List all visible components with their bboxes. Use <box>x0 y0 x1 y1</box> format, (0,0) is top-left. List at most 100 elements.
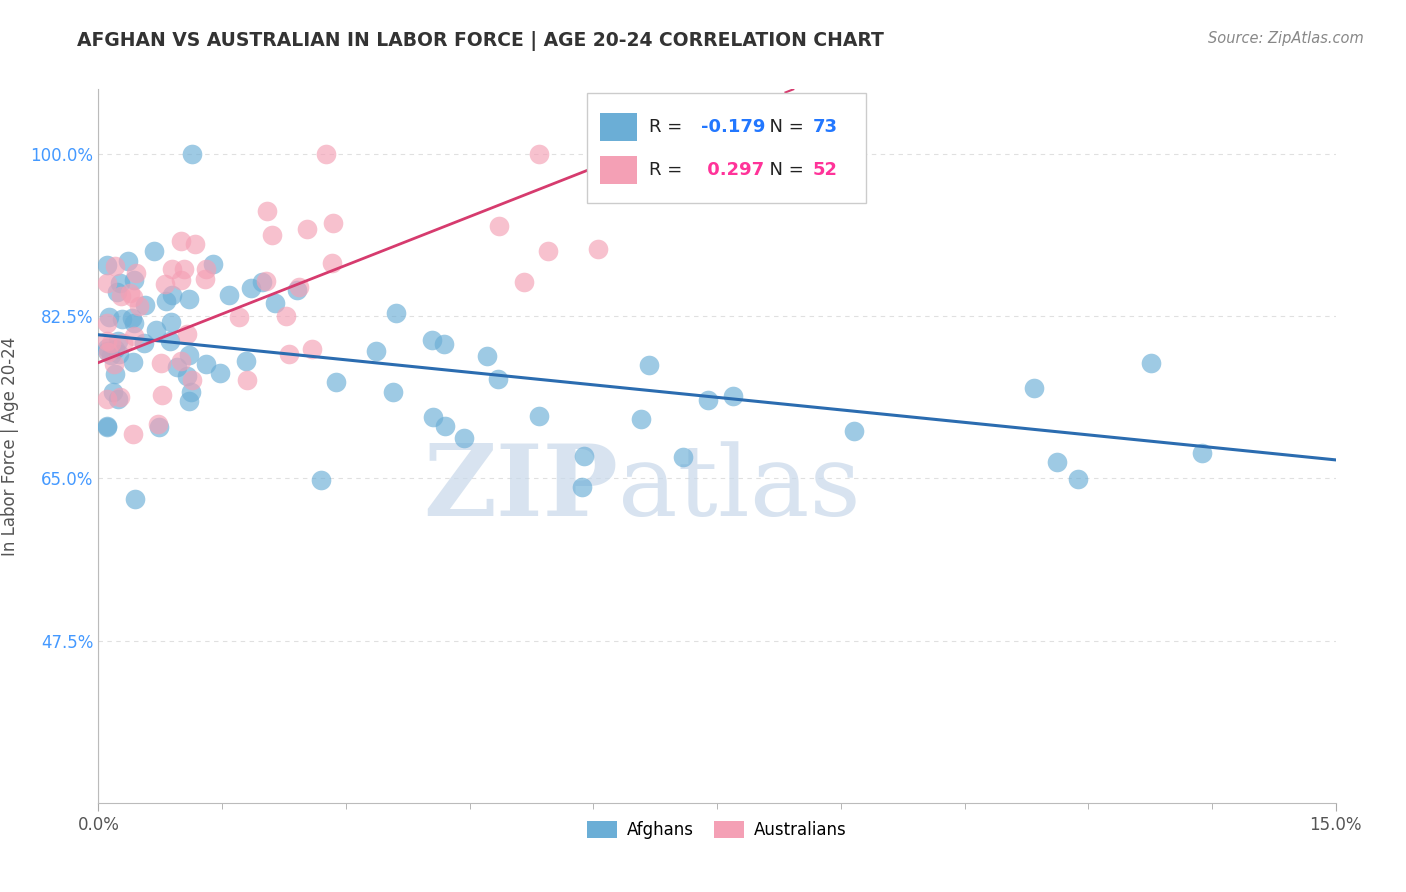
Point <box>132 336 155 351</box>
Point <box>277 346 299 360</box>
Point <box>633 160 655 174</box>
Point <box>256 203 278 218</box>
Point <box>194 262 217 277</box>
Point <box>128 299 150 313</box>
Point <box>117 254 139 268</box>
Point <box>166 359 188 374</box>
Point <box>159 334 181 349</box>
Point <box>488 219 510 233</box>
Point <box>100 336 122 351</box>
Point <box>110 289 132 303</box>
Point <box>148 419 170 434</box>
Point <box>295 222 318 236</box>
Point <box>96 276 118 290</box>
Point <box>1022 381 1045 395</box>
Point <box>422 410 444 425</box>
Text: -0.179: -0.179 <box>702 118 765 136</box>
Point <box>104 342 127 356</box>
Point <box>637 147 659 161</box>
Point <box>121 311 143 326</box>
Point <box>184 237 207 252</box>
Point <box>104 367 127 381</box>
Point <box>1139 355 1161 369</box>
Point <box>672 450 695 464</box>
Point <box>146 417 169 431</box>
Point <box>586 242 609 256</box>
Point <box>1067 472 1090 486</box>
Point <box>287 283 309 297</box>
Point <box>321 256 343 270</box>
Point <box>381 384 404 399</box>
Text: 52: 52 <box>813 161 838 178</box>
Point <box>121 289 143 303</box>
Point <box>696 392 718 407</box>
Point <box>103 384 125 399</box>
Point <box>385 306 408 320</box>
Point <box>236 373 259 387</box>
Point <box>173 262 195 277</box>
Point <box>107 347 129 361</box>
Text: R =: R = <box>650 118 688 136</box>
Point <box>105 285 128 299</box>
Point <box>235 353 257 368</box>
Point <box>103 357 125 371</box>
Point <box>420 333 443 347</box>
Point <box>96 392 118 407</box>
Point <box>125 266 148 280</box>
Point <box>194 357 217 371</box>
Point <box>322 216 344 230</box>
Text: 0.297: 0.297 <box>702 161 763 178</box>
Point <box>637 358 659 372</box>
Point <box>264 296 287 310</box>
Point <box>124 491 146 506</box>
Point <box>124 273 146 287</box>
Point <box>572 449 595 463</box>
Point <box>100 348 122 362</box>
Point <box>96 334 118 349</box>
Point <box>108 390 131 404</box>
Text: R =: R = <box>650 161 688 178</box>
Point <box>433 337 456 351</box>
Text: N =: N = <box>758 118 810 136</box>
Point <box>107 392 129 407</box>
Point <box>97 345 120 359</box>
Point <box>571 480 593 494</box>
Point <box>96 419 118 434</box>
Point <box>194 272 217 286</box>
Point <box>527 409 550 424</box>
Point <box>97 310 120 324</box>
Point <box>453 431 475 445</box>
Text: AFGHAN VS AUSTRALIAN IN LABOR FORCE | AGE 20-24 CORRELATION CHART: AFGHAN VS AUSTRALIAN IN LABOR FORCE | AG… <box>77 31 884 51</box>
Point <box>176 327 198 342</box>
Point <box>250 276 273 290</box>
Point <box>150 388 173 402</box>
Point <box>209 366 232 380</box>
Point <box>218 288 240 302</box>
Point <box>301 342 323 356</box>
FancyBboxPatch shape <box>599 155 637 184</box>
Point <box>120 286 142 301</box>
Point <box>239 281 262 295</box>
Point <box>630 411 652 425</box>
Point <box>112 335 135 350</box>
Point <box>155 294 177 309</box>
Point <box>315 147 337 161</box>
Point <box>181 147 204 161</box>
Point <box>325 376 347 390</box>
Point <box>637 147 659 161</box>
Point <box>201 257 224 271</box>
Point <box>842 424 865 438</box>
Point <box>177 394 200 409</box>
Point <box>160 262 183 277</box>
Point <box>527 147 550 161</box>
Point <box>124 316 146 330</box>
Point <box>160 315 183 329</box>
Point <box>274 310 297 324</box>
Point <box>170 235 193 249</box>
Point <box>96 342 118 356</box>
Point <box>155 277 177 292</box>
Text: atlas: atlas <box>619 441 860 537</box>
Point <box>434 418 457 433</box>
Point <box>170 272 193 286</box>
Point <box>96 316 118 330</box>
